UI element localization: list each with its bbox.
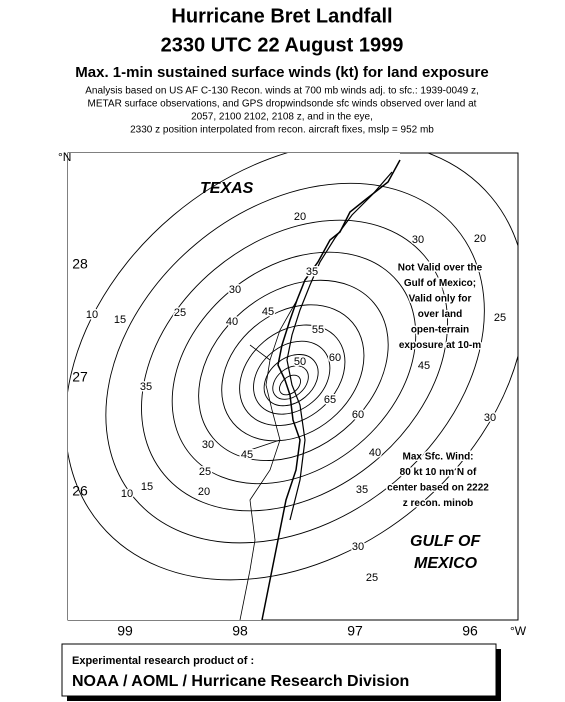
contour — [141, 219, 449, 512]
max-wind-note: z recon. minob — [403, 498, 474, 509]
contour-label: 65 — [324, 394, 336, 406]
contour — [239, 324, 346, 426]
contour — [198, 279, 389, 461]
contour-label: 35 — [356, 484, 368, 496]
labels: 28 27 26 99 98 97 96 °N °W TEXAS GULF OF MEXICO 20 35… — [58, 150, 527, 639]
lon-label: 97 — [347, 623, 363, 639]
lon-unit: °W — [510, 624, 527, 638]
place-label: GULF OF — [410, 533, 481, 550]
contour-label: 45 — [241, 449, 253, 461]
contour-label: 30 — [412, 234, 424, 246]
max-wind-note: 80 kt 10 nm N of — [400, 467, 477, 478]
footer-line1: Experimental research product of : — [72, 655, 254, 667]
contours — [68, 153, 518, 581]
contour-label: 35 — [306, 266, 318, 278]
contour-label: 20 — [198, 486, 210, 498]
contour-label: 30 — [484, 412, 496, 424]
contour — [105, 182, 485, 544]
lat-label: 27 — [72, 369, 88, 385]
lon-label: 96 — [462, 623, 478, 639]
contour-label: 25 — [494, 312, 506, 324]
validity-note: Valid only for — [409, 294, 472, 305]
description: Analysis based on US AF C-130 Recon. win… — [85, 86, 479, 136]
barrier-island — [286, 171, 393, 521]
max-wind-note: center based on 2222 — [387, 483, 489, 494]
contour-label: 15 — [114, 314, 126, 326]
subtitle: 2330 UTC 22 August 1999 — [161, 34, 404, 56]
contour-label: 30 — [229, 284, 241, 296]
contour — [279, 374, 301, 396]
contour-label: 55 — [312, 324, 324, 336]
contour-label: 50 — [294, 356, 306, 368]
contour-label: 20 — [294, 211, 306, 223]
footer-line2: NOAA / AOML / Hurricane Research Divisio… — [72, 673, 409, 690]
lat-label: 26 — [72, 483, 88, 499]
validity-note: over land — [418, 309, 462, 320]
coastline — [261, 159, 401, 621]
contour-label: 15 — [141, 481, 153, 493]
contour — [272, 365, 309, 400]
lat-label: 28 — [72, 256, 88, 272]
contour-label: 25 — [174, 307, 186, 319]
contour-label: 35 — [140, 381, 152, 393]
place-label: MEXICO — [414, 555, 478, 572]
description-line: 2330 z position interpolated from recon.… — [130, 125, 434, 136]
contour-label: 30 — [202, 439, 214, 451]
contour — [253, 340, 331, 415]
land — [68, 153, 400, 620]
lon-label: 99 — [117, 623, 133, 639]
contour-label: 10 — [86, 309, 98, 321]
description-line: 2057, 2100 2102, 2108 z, and in the eye, — [191, 112, 373, 123]
map — [68, 153, 518, 621]
contour-label: 45 — [262, 306, 274, 318]
contour-label: 25 — [199, 466, 211, 478]
max-wind-note: Max Sfc. Wind: — [402, 452, 473, 463]
validity-note: Not Valid over the — [398, 263, 483, 274]
footer-box — [61, 643, 497, 697]
contour — [221, 304, 365, 442]
contour-label: 10 — [121, 488, 133, 500]
contour-label: 60 — [352, 409, 364, 421]
description-line: METAR surface observations, and GPS drop… — [88, 99, 477, 110]
contour — [171, 251, 417, 485]
validity-note: Gulf of Mexico; — [404, 278, 476, 289]
contour — [263, 354, 319, 407]
contour-label: 20 — [474, 233, 486, 245]
description-line: Analysis based on US AF C-130 Recon. win… — [85, 86, 479, 97]
validity-note: open-terrain — [411, 325, 469, 336]
contour-label: 25 — [366, 572, 378, 584]
contour — [68, 153, 518, 581]
heading: Max. 1-min sustained surface winds (kt) … — [75, 64, 488, 81]
place-label: TEXAS — [200, 180, 254, 197]
contour-label: 30 — [352, 541, 364, 553]
contour-label: 60 — [329, 352, 341, 364]
lon-label: 98 — [232, 623, 248, 639]
validity-note: exposure at 10-m — [399, 340, 481, 351]
title: Hurricane Bret Landfall — [171, 5, 392, 27]
contour-label: 40 — [226, 316, 238, 328]
contour-label: 45 — [418, 360, 430, 372]
lat-unit: °N — [58, 150, 71, 164]
contour-label: 40 — [369, 447, 381, 459]
